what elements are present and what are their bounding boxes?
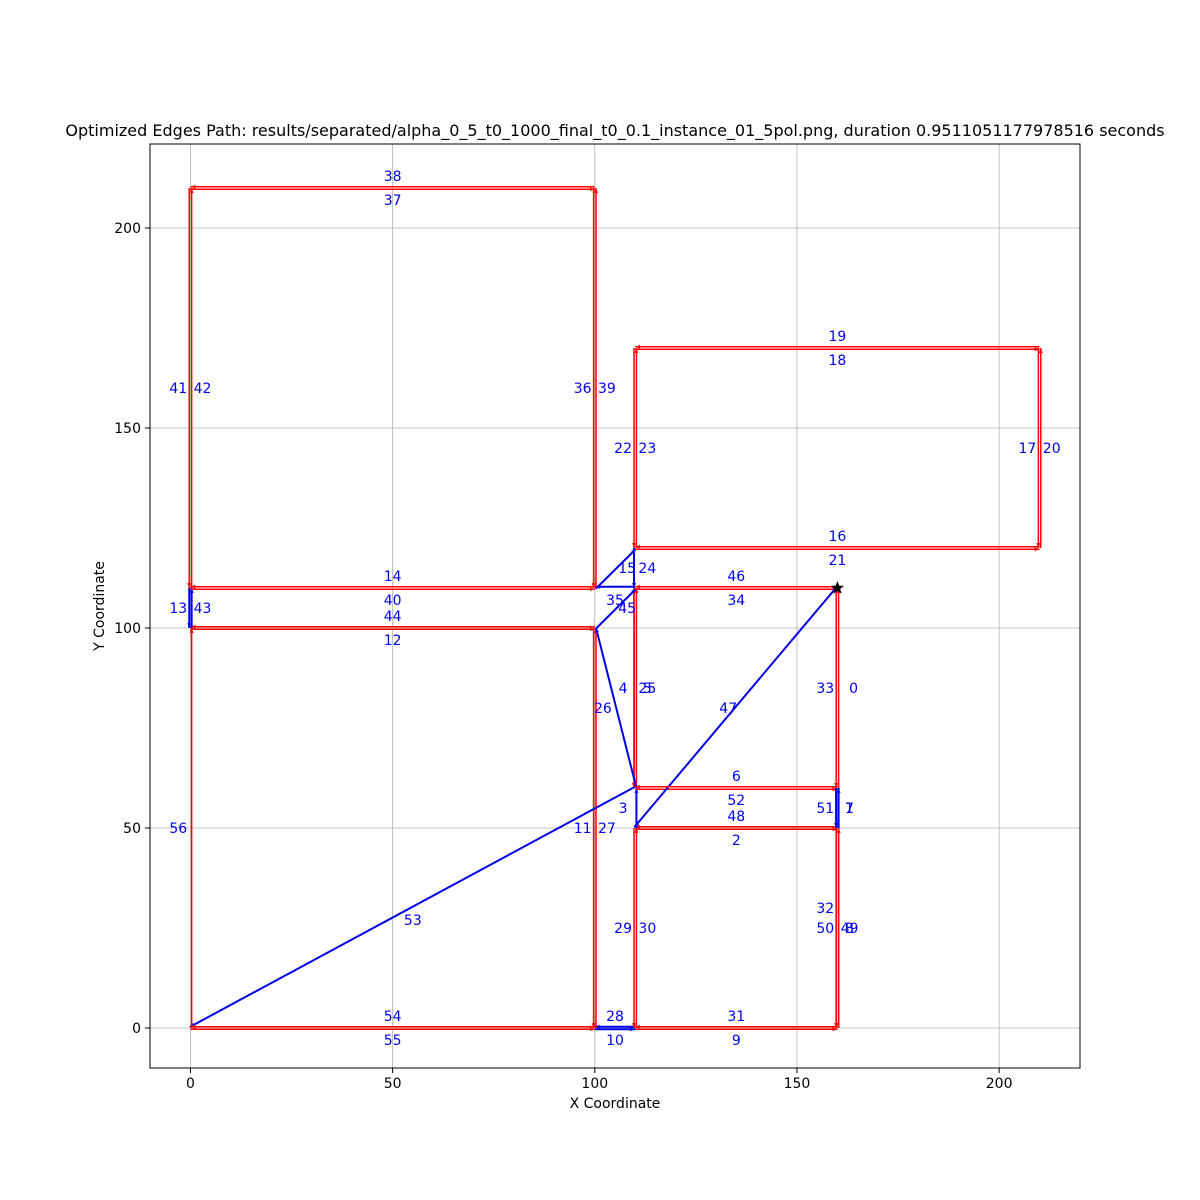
edge-label-6: 6	[732, 769, 741, 785]
edge-26	[594, 627, 638, 788]
edge-label-18: 18	[828, 353, 846, 369]
x-tick-label: 50	[384, 1076, 402, 1092]
edge-label-25: 25	[638, 681, 656, 697]
edge-45	[594, 588, 637, 630]
edge-label-11: 11	[574, 821, 592, 837]
edge-label-50: 50	[816, 921, 834, 937]
edge-label-14: 14	[384, 569, 402, 585]
edge-label-52: 52	[727, 793, 745, 809]
y-tick-label: 200	[114, 221, 141, 237]
edge-label-29: 29	[614, 921, 632, 937]
edge-label-15: 15	[618, 561, 636, 577]
edge-label-23: 23	[638, 441, 656, 457]
grid-lines	[150, 144, 1080, 1068]
edge-label-47: 47	[719, 701, 737, 717]
edge-label-36: 36	[574, 381, 592, 397]
edge-label-43: 43	[194, 601, 212, 617]
edge-label-37: 37	[384, 193, 402, 209]
x-tick-label: 200	[986, 1076, 1013, 1092]
edge-label-9: 9	[732, 1033, 741, 1049]
edge-label-53: 53	[404, 913, 422, 929]
edge-label-0: 0	[849, 681, 858, 697]
edge-label-34: 34	[727, 593, 745, 609]
edge-label-51: 51	[816, 801, 834, 817]
edge-label-5: 5	[643, 681, 652, 697]
edge-label-10: 10	[606, 1033, 624, 1049]
edge-label-24: 24	[638, 561, 656, 577]
edge-15	[594, 548, 637, 590]
edge-53	[189, 786, 636, 1028]
edge-label-28: 28	[606, 1009, 624, 1025]
edge-label-21: 21	[828, 553, 846, 569]
edge-label-26: 26	[594, 701, 612, 717]
x-tick-label: 100	[581, 1076, 608, 1092]
edge-label-13: 13	[169, 601, 187, 617]
plot-frame	[149, 143, 1081, 1069]
start-marker-layer	[830, 581, 845, 594]
edge-label-3: 3	[619, 801, 628, 817]
edge-label-2: 2	[732, 833, 741, 849]
edge-label-1: 1	[845, 801, 854, 817]
y-tick-label: 150	[114, 421, 141, 437]
y-tick-label: 100	[114, 621, 141, 637]
edge-label-20: 20	[1043, 441, 1061, 457]
edge-label-30: 30	[638, 921, 656, 937]
edge-label-38: 38	[384, 169, 402, 185]
x-tick-label: 0	[186, 1076, 195, 1092]
edge-label-17: 17	[1019, 441, 1037, 457]
edge-label-48: 48	[727, 809, 745, 825]
edge-label-54: 54	[384, 1009, 402, 1025]
x-tick-label: 150	[784, 1076, 811, 1092]
y-tick-label: 0	[132, 1021, 141, 1037]
edge-label-22: 22	[614, 441, 632, 457]
edge-label-32: 32	[816, 901, 834, 917]
y-tick-label: 50	[123, 821, 141, 837]
edge-label-45: 45	[618, 601, 636, 617]
chart-title: Optimized Edges Path: results/separated/…	[65, 121, 1164, 141]
edge-label-49: 49	[841, 921, 859, 937]
edge-label-44: 44	[384, 609, 402, 625]
edge-label-56: 56	[169, 821, 187, 837]
edges-layer	[187, 184, 1043, 1032]
edge-label-41: 41	[169, 381, 187, 397]
start-star-marker	[830, 581, 845, 594]
edge-label-42: 42	[194, 381, 212, 397]
edge-label-31: 31	[727, 1009, 745, 1025]
edge-label-7: 7	[845, 801, 854, 817]
edge-label-4: 4	[619, 681, 628, 697]
edge-label-8: 8	[845, 921, 854, 937]
edge-label-19: 19	[828, 329, 846, 345]
edge-label-46: 46	[727, 569, 745, 585]
edge-label-55: 55	[384, 1033, 402, 1049]
edge-label-35: 35	[606, 593, 624, 609]
edge-label-39: 39	[598, 381, 616, 397]
edge-label-33: 33	[816, 681, 834, 697]
edge-label-40: 40	[384, 593, 402, 609]
x-axis-label: X Coordinate	[570, 1096, 661, 1112]
edge-label-27: 27	[598, 821, 616, 837]
edge-label-12: 12	[384, 633, 402, 649]
y-axis-label: Y Coordinate	[92, 561, 108, 652]
edge-label-16: 16	[828, 529, 846, 545]
